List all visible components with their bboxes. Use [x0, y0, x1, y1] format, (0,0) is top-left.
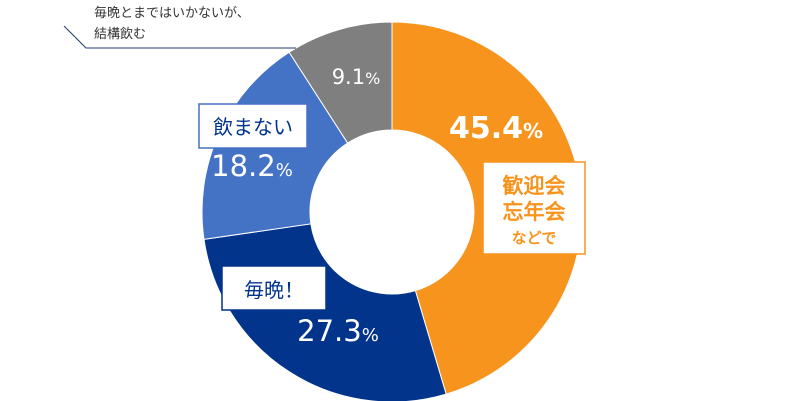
blue-value-unit: % — [276, 160, 293, 181]
orange-category-label-line1: 歓迎会 — [503, 174, 566, 198]
orange-value: 45.4 — [449, 111, 523, 146]
blue-category-box — [198, 103, 308, 149]
gray-value-unit: % — [365, 69, 380, 88]
gray-callout-line — [63, 25, 296, 49]
orange-value-label: 45.4% — [449, 111, 543, 146]
blue-value: 18.2 — [211, 149, 276, 183]
gray-category-label-line1: 毎晩とまではいかないが、 — [94, 5, 250, 21]
gray-value: 9.1 — [332, 65, 365, 89]
slice-navy — [203, 223, 447, 401]
blue-value-label: 18.2% — [211, 149, 293, 183]
orange-category-label-line3: などで — [512, 229, 557, 247]
orange-category-label-line2: 忘年会 — [503, 200, 566, 224]
slice-gray — [288, 21, 393, 144]
orange-value-unit: % — [523, 119, 543, 143]
navy-value-unit: % — [362, 325, 379, 346]
blue-category-label: 飲まない — [213, 115, 293, 139]
navy-value: 27.3 — [297, 314, 362, 348]
navy-value-label: 27.3% — [297, 314, 379, 348]
orange-category-box — [482, 161, 586, 255]
navy-category-label: 毎晩！ — [244, 278, 304, 302]
gray-category-label-line2: 結構飲む — [94, 26, 146, 42]
navy-category-box — [221, 265, 327, 311]
gray-value-label: 9.1% — [332, 65, 381, 89]
